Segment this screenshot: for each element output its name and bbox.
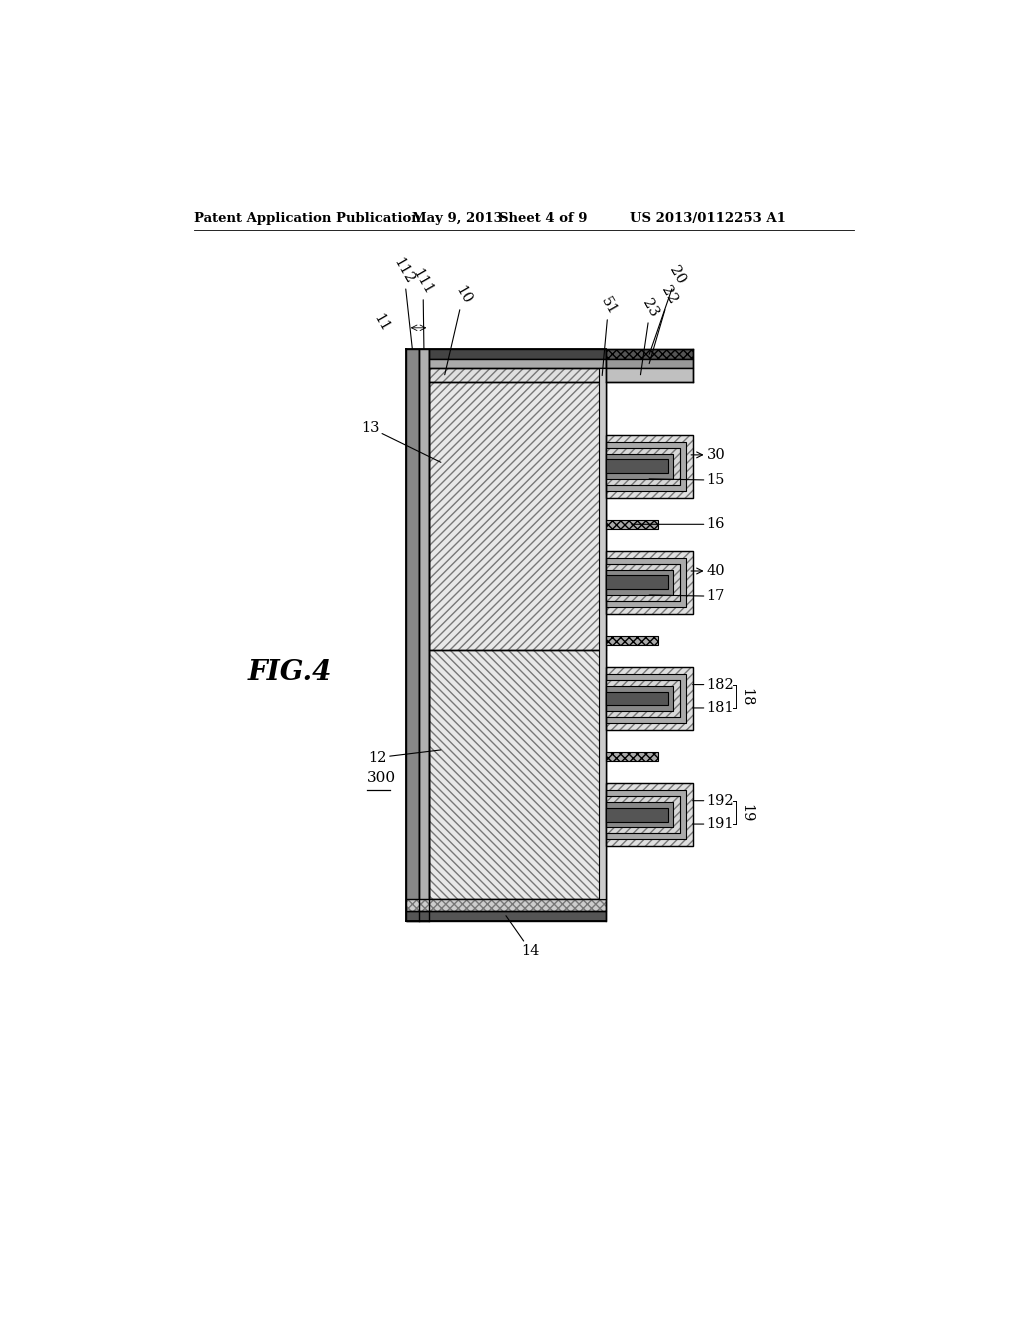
Bar (605, 803, 674, 826)
Bar (429, 381, 605, 651)
Text: 20: 20 (649, 263, 687, 354)
Bar (429, 381, 605, 651)
Bar (599, 368, 605, 899)
Text: 23: 23 (639, 297, 660, 375)
Bar (605, 570, 674, 595)
Bar (605, 350, 692, 359)
Text: FIG.4: FIG.4 (248, 659, 332, 686)
Bar (605, 752, 657, 762)
Bar (605, 783, 692, 846)
Bar (605, 550, 692, 614)
Text: 15: 15 (649, 473, 725, 487)
Bar (605, 564, 680, 601)
Text: 18: 18 (739, 688, 753, 706)
Text: 13: 13 (360, 421, 441, 462)
Text: 10: 10 (444, 284, 474, 375)
Bar (407, 899, 605, 911)
Text: 300: 300 (367, 771, 396, 785)
Text: 30: 30 (691, 447, 725, 462)
Bar (605, 576, 668, 589)
Bar (605, 692, 668, 705)
Bar (429, 651, 605, 899)
Text: 11: 11 (371, 312, 392, 334)
Bar (605, 783, 692, 846)
Text: 14: 14 (506, 916, 540, 958)
Bar (605, 796, 680, 833)
Bar (605, 680, 680, 717)
Bar (605, 636, 657, 645)
Text: 182: 182 (692, 677, 734, 692)
Bar (407, 350, 419, 921)
Text: Sheet 4 of 9: Sheet 4 of 9 (499, 213, 587, 224)
Text: 111: 111 (410, 267, 436, 350)
Bar (605, 558, 686, 607)
Text: 191: 191 (692, 817, 734, 832)
Bar (605, 680, 680, 717)
Text: Patent Application Publication: Patent Application Publication (194, 213, 421, 224)
Bar (605, 434, 692, 498)
Bar (407, 911, 605, 921)
Text: US 2013/0112253 A1: US 2013/0112253 A1 (630, 213, 785, 224)
Bar (605, 789, 686, 840)
Bar (605, 667, 692, 730)
Text: May 9, 2013: May 9, 2013 (412, 213, 503, 224)
Bar (605, 796, 680, 833)
Bar (605, 434, 692, 498)
Bar (605, 520, 657, 529)
Bar (605, 686, 674, 710)
Bar (429, 359, 605, 368)
Bar (605, 447, 680, 484)
Text: 19: 19 (739, 804, 753, 822)
Text: 22: 22 (649, 284, 680, 363)
Text: 181: 181 (692, 701, 734, 715)
Text: 40: 40 (691, 564, 725, 578)
Bar (605, 442, 686, 491)
Bar (605, 673, 686, 723)
Text: 12: 12 (369, 750, 441, 764)
Bar (605, 359, 692, 368)
Bar (605, 550, 692, 614)
Bar (605, 368, 692, 381)
Bar (429, 651, 605, 899)
Bar (429, 368, 605, 381)
Bar (429, 350, 605, 359)
Bar (605, 459, 668, 473)
Bar (605, 454, 674, 479)
Bar (605, 447, 680, 484)
Text: 112: 112 (391, 255, 417, 350)
Bar (605, 808, 668, 821)
Bar (429, 368, 605, 381)
Text: 192: 192 (692, 793, 734, 808)
Bar (419, 350, 429, 921)
Text: 16: 16 (632, 517, 725, 532)
Text: 51: 51 (598, 294, 620, 376)
Bar (407, 899, 605, 911)
Bar (605, 667, 692, 730)
Bar (605, 564, 680, 601)
Text: 17: 17 (649, 589, 725, 603)
